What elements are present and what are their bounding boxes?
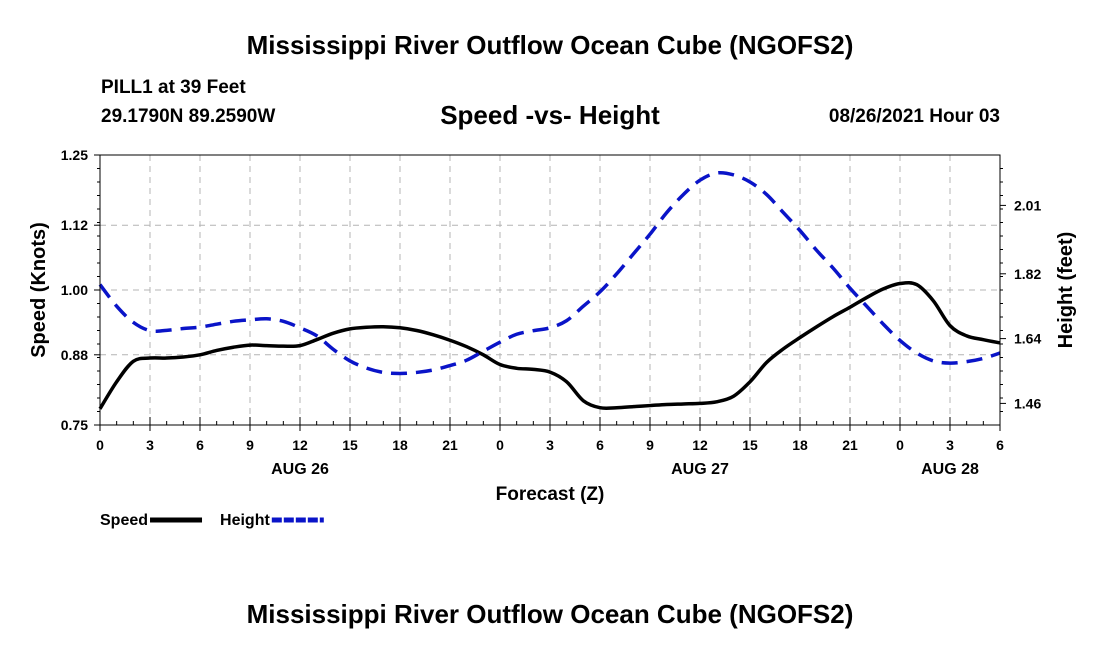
page-title: Mississippi River Outflow Ocean Cube (NG… <box>246 30 854 60</box>
y-right-tick-label: 1.64 <box>1014 331 1041 347</box>
legend-label-height: Height <box>220 512 270 529</box>
x-tick-label: 18 <box>392 437 408 453</box>
x-tick-label: 9 <box>246 437 254 453</box>
y-right-tick-label: 1.82 <box>1014 266 1041 282</box>
y-left-tick-label: 0.88 <box>61 347 88 363</box>
legend: Speed Height <box>100 512 324 529</box>
series-line-speed <box>98 280 1001 411</box>
chart-subtitle: Speed -vs- Height <box>440 100 660 130</box>
x-tick-label: 15 <box>342 437 358 453</box>
y-left-tick-label: 1.12 <box>61 217 88 233</box>
axes: 0 3 6 9 12 15 18 21 0 3 6 9 12 15 18 21 0 3 6 AUG 26 AUG 27 A… <box>61 147 1042 478</box>
x-tick-label: 3 <box>546 437 554 453</box>
series-layer <box>98 170 1001 411</box>
x-tick-label: 3 <box>146 437 154 453</box>
y-left-tick-label: 1.00 <box>61 282 88 298</box>
legend-label-speed: Speed <box>100 512 148 529</box>
x-tick-label: 18 <box>792 437 808 453</box>
x-tick-label: 12 <box>692 437 708 453</box>
grid <box>100 155 1000 425</box>
x-tick-label: 3 <box>946 437 954 453</box>
series-line-height <box>98 170 1001 376</box>
x-tick-label: 12 <box>292 437 308 453</box>
x-axis-label: Forecast (Z) <box>496 484 605 505</box>
y-axis-right-label: Height (feet) <box>1055 232 1077 349</box>
x-tick-label: 9 <box>646 437 654 453</box>
y-right-tick-label: 2.01 <box>1014 197 1041 213</box>
coordinates-label: 29.1790N 89.2590W <box>101 106 276 127</box>
y-right-tick-label: 1.46 <box>1014 395 1041 411</box>
y-axis-left-label: Speed (Knots) <box>28 222 50 358</box>
x-tick-label: 21 <box>442 437 458 453</box>
x-tick-label: 6 <box>196 437 204 453</box>
x-tick-label: 21 <box>842 437 858 453</box>
x-tick-label: 15 <box>742 437 758 453</box>
x-tick-label: 0 <box>896 437 904 453</box>
x-tick-label: 6 <box>596 437 604 453</box>
x-tick-label: 0 <box>496 437 504 453</box>
x-tick-label: 0 <box>96 437 104 453</box>
x-tick-label: 6 <box>996 437 1004 453</box>
y-left-tick-label: 1.25 <box>61 147 88 163</box>
day-label: AUG 26 <box>271 461 329 478</box>
forecast-datetime: 08/26/2021 Hour 03 <box>828 106 1000 127</box>
footer-title: Mississippi River Outflow Ocean Cube (NG… <box>246 599 854 629</box>
y-left-tick-label: 0.75 <box>61 417 88 433</box>
day-label: AUG 28 <box>921 461 979 478</box>
station-label: PILL1 at 39 Feet <box>101 77 246 98</box>
day-label: AUG 27 <box>671 461 729 478</box>
